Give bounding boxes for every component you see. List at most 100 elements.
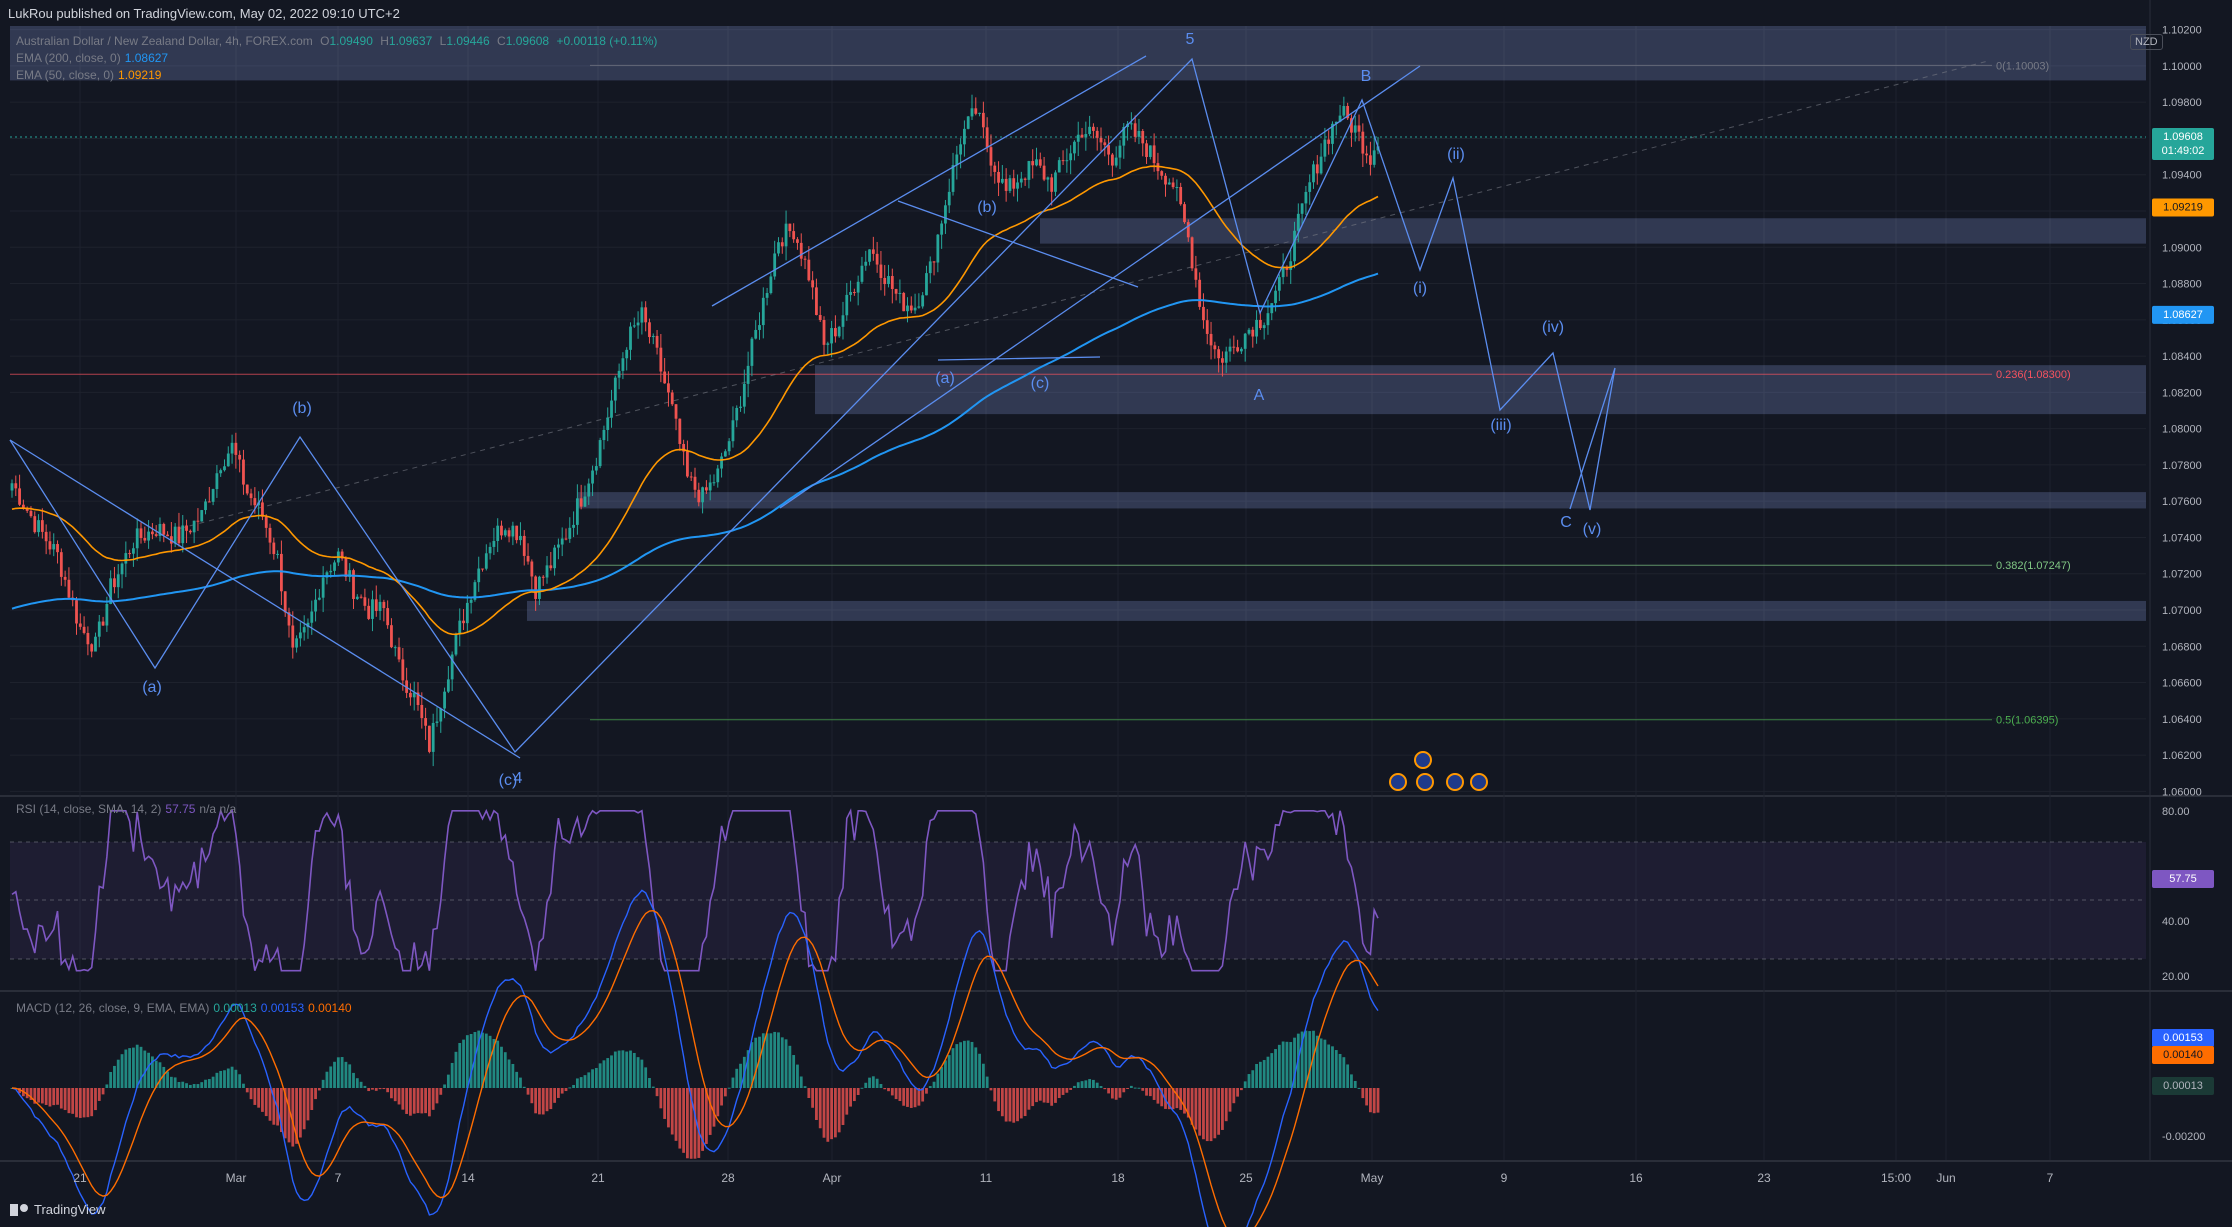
price-zone [577, 492, 2146, 509]
macd-histogram-bar [219, 1070, 223, 1088]
macd-histogram-bar [1114, 1088, 1118, 1100]
candle-body [401, 659, 405, 681]
macd-histogram-bar [302, 1088, 306, 1130]
candle-body [253, 498, 257, 506]
macd-histogram-bar [150, 1056, 154, 1088]
candle-body [18, 488, 21, 505]
rsi-na: n/a n/a [199, 802, 237, 816]
rsi-tick-label: 20.00 [2162, 971, 2190, 983]
economic-event-icon [1470, 773, 1488, 791]
fib-label: 0.382(1.07247) [1996, 560, 2071, 572]
candle-body [845, 294, 849, 316]
candle-body [1095, 130, 1099, 138]
macd-histogram-bar [1361, 1088, 1365, 1099]
macd-histogram-bar [1327, 1044, 1331, 1088]
macd-histogram-bar [777, 1032, 780, 1088]
ema50-legend[interactable]: EMA (50, close, 0) 1.09219 [16, 68, 161, 82]
macd-histogram-bar [841, 1088, 845, 1125]
macd-histogram-bar [185, 1083, 188, 1088]
macd-histogram-bar [978, 1053, 981, 1088]
macd-histogram-bar [196, 1084, 200, 1088]
macd-histogram-bar [420, 1088, 424, 1114]
macd-histogram-bar [1258, 1061, 1262, 1088]
candle-body [1027, 161, 1031, 180]
candle-body [1240, 348, 1243, 352]
candle-body [1171, 182, 1175, 188]
candle-body [268, 527, 272, 543]
candle-body [826, 343, 830, 345]
footer-brand[interactable]: TradingView [10, 1202, 106, 1217]
macd-histogram-bar [177, 1082, 181, 1088]
macd-histogram-bar [18, 1088, 21, 1094]
candle-body [746, 365, 750, 384]
currency-badge[interactable]: NZD [2130, 34, 2163, 50]
symbol-legend[interactable]: Australian Dollar / New Zealand Dollar, … [16, 34, 657, 48]
macd-histogram-bar [997, 1088, 1000, 1112]
change-value: +0.00118 (+0.11%) [556, 34, 658, 48]
macd-histogram-bar [1376, 1088, 1380, 1113]
macd-histogram-bar [758, 1036, 761, 1088]
macd-histogram-bar [272, 1088, 276, 1125]
candle-body [773, 253, 777, 277]
macd-histogram-bar [1031, 1088, 1035, 1107]
close-label: C [497, 34, 506, 48]
macd-histogram-bar [1209, 1088, 1213, 1142]
macd-histogram-bar [1289, 1042, 1293, 1088]
macd-legend[interactable]: MACD (12, 26, close, 9, EMA, EMA) 0.00013… [16, 1001, 352, 1015]
candle-body [697, 489, 701, 503]
macd-histogram-bar [211, 1076, 215, 1088]
candle-body [761, 297, 765, 326]
candle-body [132, 548, 135, 554]
candle-body [10, 483, 14, 491]
macd-histogram-bar [530, 1088, 534, 1104]
candle-body [553, 547, 557, 569]
candle-body [200, 510, 204, 522]
macd-histogram-bar [1099, 1086, 1103, 1088]
candle-body [367, 605, 371, 619]
macd-histogram-bar [568, 1087, 572, 1089]
candle-body [997, 171, 1000, 183]
candle-body [1369, 155, 1372, 165]
macd-histogram-bar [405, 1088, 409, 1114]
candle-body [1103, 142, 1107, 146]
macd-histogram-bar [215, 1072, 219, 1088]
candle-body [739, 406, 742, 408]
macd-hist-badge-text: 0.00013 [2163, 1080, 2203, 1092]
candle-body [1315, 164, 1319, 174]
macd-histogram-bar [336, 1057, 340, 1088]
wave-label: (ii) [1447, 146, 1465, 163]
candle-body [325, 572, 329, 578]
rsi-legend[interactable]: RSI (14, close, SMA, 14, 2) 57.75 n/a n/a [16, 802, 236, 816]
candle-body [575, 498, 579, 525]
macd-histogram-bar [234, 1069, 238, 1088]
macd-histogram-bar [63, 1088, 67, 1111]
macd-histogram-bar [689, 1088, 693, 1159]
macd-histogram-bar [780, 1037, 784, 1088]
macd-histogram-bar [25, 1088, 29, 1099]
macd-histogram-bar [261, 1088, 264, 1112]
macd-histogram-bar [587, 1072, 591, 1088]
macd-histogram-bar [1152, 1088, 1156, 1100]
macd-histogram-bar [617, 1050, 621, 1088]
candle-body [727, 441, 731, 452]
ema200-legend[interactable]: EMA (200, close, 0) 1.08627 [16, 51, 168, 65]
economic-event-icon [1416, 773, 1434, 791]
candle-body [1224, 351, 1228, 363]
candle-body [815, 287, 818, 315]
macd-histogram-bar [488, 1035, 492, 1088]
open-value: 1.09490 [329, 34, 373, 48]
economic-event-icon [1414, 751, 1432, 769]
candle-body [841, 315, 845, 327]
time-tick-label: 7 [335, 1171, 342, 1185]
candle-body [1076, 134, 1080, 142]
candle-body [1281, 266, 1285, 278]
macd-histogram-bar [154, 1060, 158, 1088]
candle-body [515, 525, 519, 541]
candle-body [1160, 171, 1164, 176]
macd-histogram-bar [465, 1035, 469, 1088]
candle-body [587, 483, 591, 497]
candle-body [469, 599, 473, 603]
macd-histogram-bar [1270, 1053, 1274, 1088]
candle-body [583, 496, 587, 507]
